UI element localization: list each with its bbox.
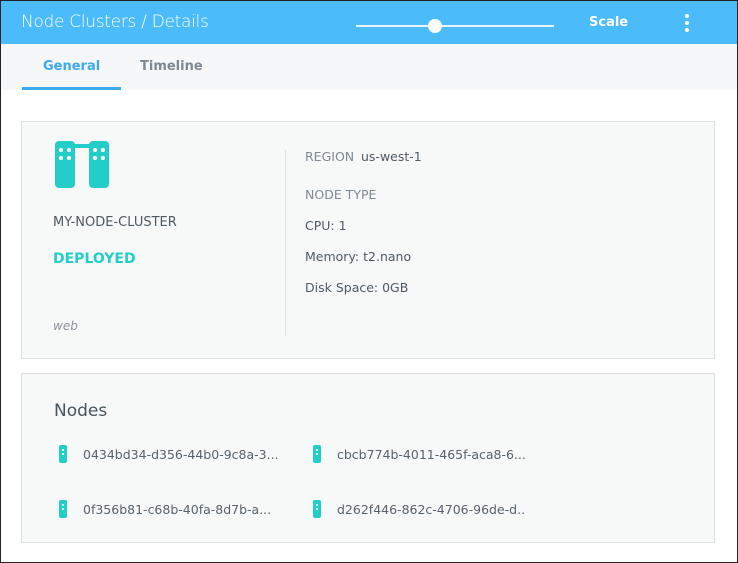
server-icon bbox=[313, 445, 321, 463]
memory-value: Memory: t2.nano bbox=[305, 249, 412, 264]
node-id: 0434bd34-d356-44b0-9c8a-3... bbox=[83, 446, 279, 462]
status-badge: DEPLOYED bbox=[53, 251, 136, 267]
server-icon bbox=[313, 500, 321, 518]
region-label: REGION bbox=[305, 149, 355, 164]
kebab-menu-icon[interactable] bbox=[683, 14, 691, 32]
tab-general[interactable]: General bbox=[43, 59, 101, 74]
app-header: Node Clusters / Details Scale bbox=[1, 1, 737, 44]
node-id: d262f446-862c-4706-96de-d.. bbox=[337, 501, 526, 517]
tab-timeline[interactable]: Timeline bbox=[140, 59, 203, 74]
cluster-details-card: MY-NODE-CLUSTER DEPLOYED web REGION us-w… bbox=[21, 121, 715, 359]
scale-button[interactable]: Scale bbox=[589, 15, 629, 30]
server-cluster-icon bbox=[55, 141, 109, 188]
server-icon bbox=[59, 500, 67, 518]
page-title: Node Clusters / Details bbox=[21, 12, 209, 32]
nodes-card: Nodes 0434bd34-d356-44b0-9c8a-3... cbcb7… bbox=[21, 373, 715, 543]
nodes-title: Nodes bbox=[54, 401, 108, 421]
cpu-value: CPU: 1 bbox=[305, 218, 347, 233]
node-type-label: NODE TYPE bbox=[305, 187, 377, 202]
list-item[interactable]: cbcb774b-4011-465f-aca8-6... bbox=[313, 445, 526, 463]
divider bbox=[285, 150, 286, 336]
node-id: 0f356b81-c68b-40fa-8d7b-a... bbox=[83, 501, 272, 517]
tab-bar: General Timeline bbox=[1, 44, 737, 90]
disk-value: Disk Space: 0GB bbox=[305, 280, 409, 295]
scale-slider-thumb[interactable] bbox=[428, 19, 443, 33]
region-value: us-west-1 bbox=[361, 149, 422, 164]
cluster-name: MY-NODE-CLUSTER bbox=[53, 215, 177, 230]
list-item[interactable]: 0f356b81-c68b-40fa-8d7b-a... bbox=[59, 500, 271, 518]
list-item[interactable]: 0434bd34-d356-44b0-9c8a-3... bbox=[59, 445, 279, 463]
list-item[interactable]: d262f446-862c-4706-96de-d.. bbox=[313, 500, 525, 518]
server-icon bbox=[59, 445, 67, 463]
cluster-tag: web bbox=[53, 319, 78, 333]
node-id: cbcb774b-4011-465f-aca8-6... bbox=[337, 446, 526, 462]
active-tab-indicator bbox=[22, 87, 121, 90]
scale-slider-track[interactable] bbox=[356, 25, 554, 27]
